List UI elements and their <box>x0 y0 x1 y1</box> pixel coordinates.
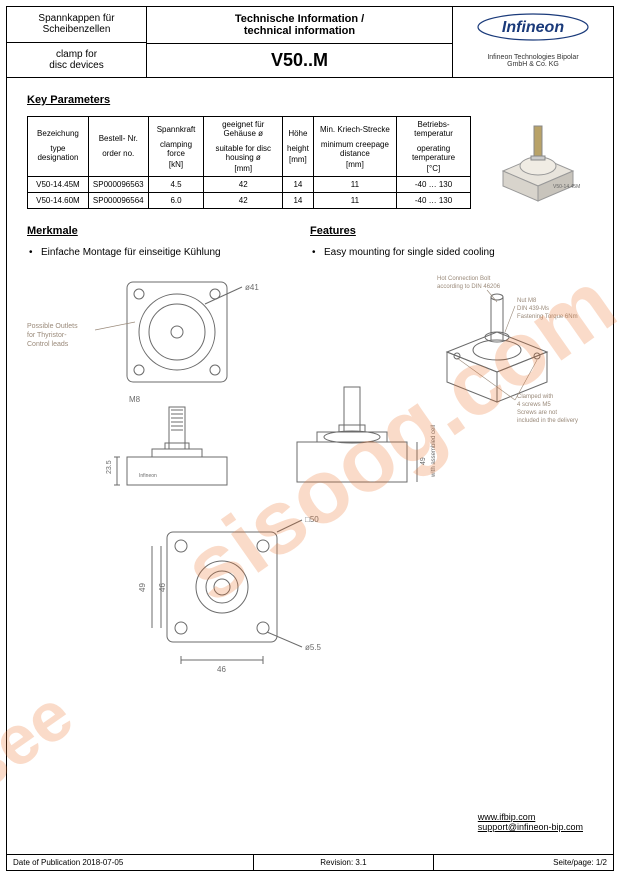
table-cell: 14 <box>283 177 314 193</box>
svg-text:Hot Connection Bolt: Hot Connection Bolt <box>437 276 491 282</box>
technical-drawings: ø41 Possible Outlets for Thyristor- Cont… <box>27 272 593 692</box>
company-name-2: GmbH & Co. KG <box>457 61 609 68</box>
table-cell: V50-14.60M <box>28 193 89 209</box>
table-cell: -40 … 130 <box>397 177 471 193</box>
table-cell: SP000096564 <box>88 193 148 209</box>
svg-text:Control leads: Control leads <box>27 341 69 348</box>
svg-text:for Thyristor-: for Thyristor- <box>27 332 67 339</box>
table-header: Bezeichungtype designation <box>28 117 89 177</box>
bullet-de: Einfache Montage für einseitige Kühlung <box>27 247 310 258</box>
svg-text:46: 46 <box>217 665 226 674</box>
title-de: Spannkappen für Scheibenzellen <box>9 13 144 35</box>
key-parameters-title: Key Parameters <box>27 94 593 106</box>
table-row: V50-14.45MSP0000965634.5421411-40 … 130 <box>28 177 471 193</box>
email-link[interactable]: support@infineon-bip.com <box>478 822 583 832</box>
table-header: geeignet für Gehäuse øsuitable for disc … <box>204 117 283 177</box>
website-link[interactable]: www.ifbip.com <box>478 812 536 822</box>
header-left: Spannkappen für Scheibenzellen clamp for… <box>7 7 147 77</box>
table-header: Höheheight[mm] <box>283 117 314 177</box>
svg-text:included in the delivery: included in the delivery <box>517 418 578 424</box>
table-cell: 11 <box>313 177 396 193</box>
svg-text:M8: M8 <box>129 395 141 404</box>
tech-info-de: Technische Information / <box>153 13 446 25</box>
svg-text:Screws are not: Screws are not <box>517 410 557 416</box>
footer: Date of Publication 2018-07-05 Revision:… <box>7 854 613 870</box>
svg-text:Nut M8: Nut M8 <box>517 298 537 304</box>
table-header: Min. Kriech-Streckeminimum creepage dist… <box>313 117 396 177</box>
svg-text:ø5.5: ø5.5 <box>305 643 322 652</box>
logo: Infineon <box>457 11 609 48</box>
title-en2: disc devices <box>9 60 144 71</box>
svg-text:Clamped with: Clamped with <box>517 394 553 400</box>
header: Spannkappen für Scheibenzellen clamp for… <box>7 7 613 78</box>
table-cell: -40 … 130 <box>397 193 471 209</box>
svg-text:ø41: ø41 <box>245 283 259 292</box>
table-cell: 6.0 <box>148 193 204 209</box>
footer-links: www.ifbip.com support@infineon-bip.com <box>478 812 583 832</box>
svg-text:Infineon: Infineon <box>502 19 564 36</box>
svg-text:23.5: 23.5 <box>106 460 113 474</box>
table-cell: 11 <box>313 193 396 209</box>
svg-text:according to DIN 46206: according to DIN 46206 <box>437 284 501 290</box>
table-header: Spannkraftclamping force[kN] <box>148 117 204 177</box>
svg-text:4 screws M5: 4 screws M5 <box>517 402 551 408</box>
svg-text:DIN 439-Ms: DIN 439-Ms <box>517 306 549 312</box>
company-name-1: Infineon Technologies Bipolar <box>457 54 609 61</box>
part-number: V50..M <box>147 44 452 77</box>
title-en1: clamp for <box>9 49 144 60</box>
footer-revision: Revision: 3.1 <box>254 855 434 870</box>
table-cell: SP000096563 <box>88 177 148 193</box>
svg-text:V50-14.45M: V50-14.45M <box>553 184 580 190</box>
header-right: Infineon Infineon Technologies Bipolar G… <box>453 7 613 77</box>
table-cell: 14 <box>283 193 314 209</box>
merkmale-title: Merkmale <box>27 225 310 237</box>
svg-text:46: 46 <box>158 583 167 592</box>
footer-date: Date of Publication 2018-07-05 <box>7 855 254 870</box>
table-header: Betriebs-temperaturoperating temperature… <box>397 117 471 177</box>
svg-text:49: 49 <box>138 583 147 592</box>
svg-text:Possible Outlets: Possible Outlets <box>27 323 78 330</box>
svg-text:49: 49 <box>420 457 427 465</box>
bullet-en: Easy mounting for single sided cooling <box>310 247 593 258</box>
svg-text:Fastening Torque 6Nm: Fastening Torque 6Nm <box>517 314 578 320</box>
table-cell: 4.5 <box>148 177 204 193</box>
svg-text:Infineon: Infineon <box>139 473 157 479</box>
tech-info-en: technical information <box>153 25 446 37</box>
table-row: V50-14.60MSP0000965646.0421411-40 … 130 <box>28 193 471 209</box>
table-cell: 42 <box>204 193 283 209</box>
features-title: Features <box>310 225 593 237</box>
footer-page: Seite/page: 1/2 <box>434 855 613 870</box>
parameters-table: Bezeichungtype designationBestell- Nr.or… <box>27 116 471 209</box>
table-cell: V50-14.45M <box>28 177 89 193</box>
product-photo: V50-14.45M <box>483 116 593 206</box>
svg-text:□50: □50 <box>305 515 319 524</box>
header-mid: Technische Information / technical infor… <box>147 7 453 77</box>
table-cell: 42 <box>204 177 283 193</box>
svg-text:with assembled cell: with assembled cell <box>431 425 437 478</box>
table-header: Bestell- Nr.order no. <box>88 117 148 177</box>
